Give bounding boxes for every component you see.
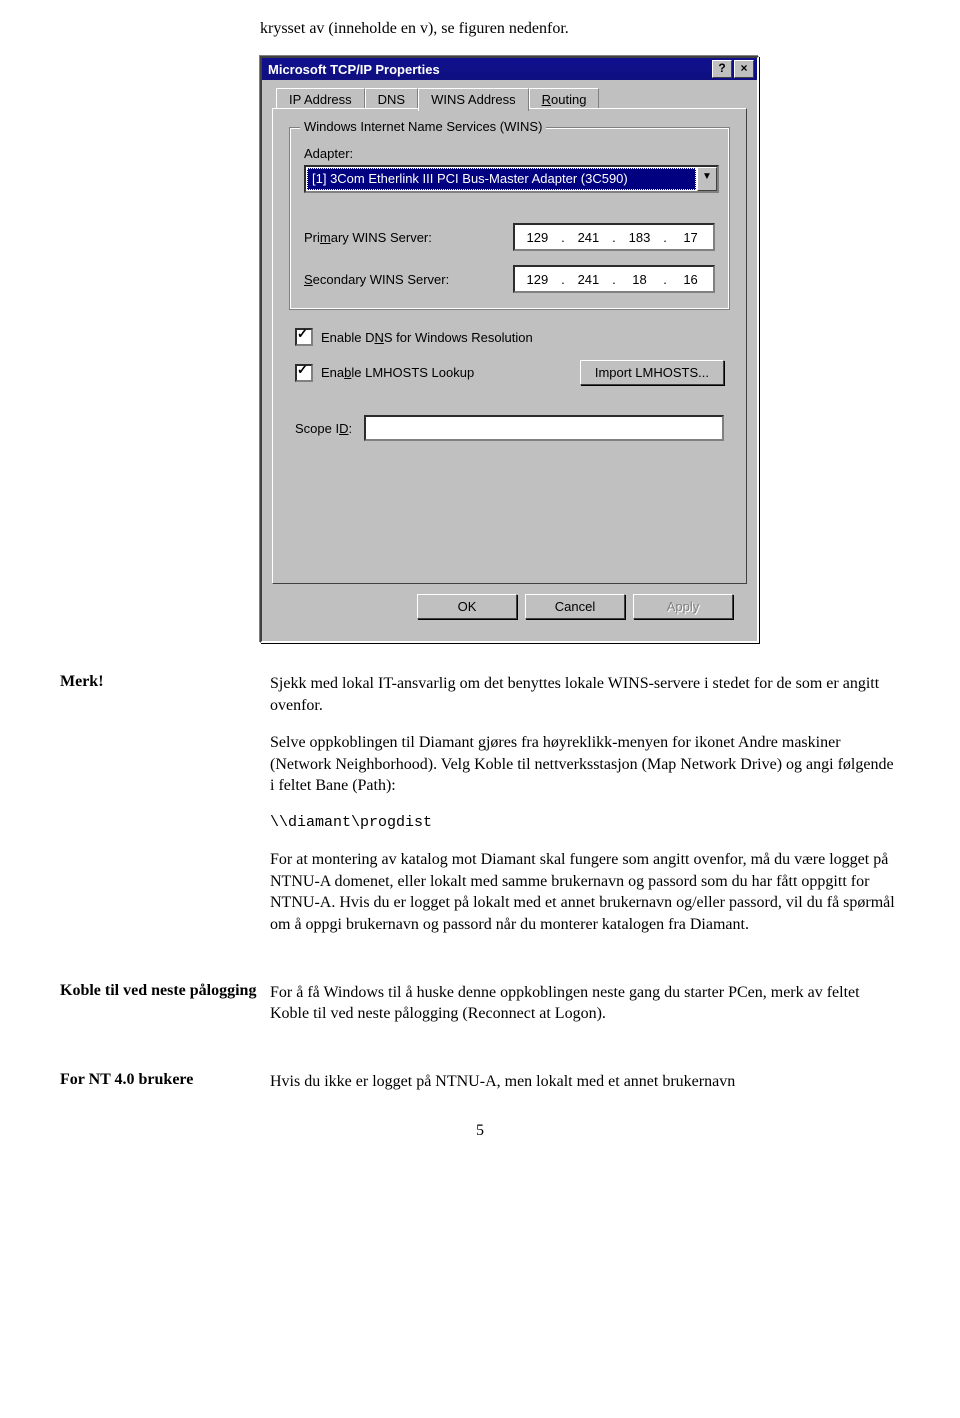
apply-button[interactable]: Apply [633,594,733,619]
intro-text: krysset av (inneholde en v), se figuren … [260,20,900,38]
enable-dns-checkbox[interactable] [295,328,313,346]
tab-ip-address[interactable]: IP Address [276,88,365,109]
ip-octet[interactable]: 129 [522,272,552,287]
enable-lmhosts-label: Enable LMHOSTS Lookup [321,365,474,380]
nt-heading: For NT 4.0 brukere [60,1071,270,1093]
adapter-label: Adapter: [304,146,715,161]
dialog-title: Microsoft TCP/IP Properties [265,62,710,77]
merk-path: \\diamant\progdist [270,813,900,833]
ip-octet[interactable]: 183 [624,230,654,245]
chevron-down-icon[interactable]: ▼ [697,167,717,191]
ip-octet[interactable]: 241 [573,230,603,245]
wins-groupbox: Windows Internet Name Services (WINS) Ad… [289,127,730,310]
ip-octet[interactable]: 17 [676,230,706,245]
koble-heading: Koble til ved neste pålogging [60,982,270,1041]
adapter-selected: [1] 3Com Etherlink III PCI Bus-Master Ad… [307,168,696,190]
import-lmhosts-button[interactable]: Import LMHOSTS... [580,360,724,385]
primary-wins-input[interactable]: 129. 241. 183. 17 [513,223,715,251]
page-number: 5 [60,1122,900,1140]
secondary-wins-label: Secondary WINS Server: [304,272,449,287]
close-icon[interactable]: × [734,60,754,78]
tcpip-properties-dialog: Microsoft TCP/IP Properties ? × IP Addre… [260,56,759,643]
nt-paragraph-1: Hvis du ikke er logget på NTNU-A, men lo… [270,1071,900,1093]
merk-heading: Merk! [60,673,270,952]
tabs: IP Address DNS WINS Address Routing [272,88,747,109]
tab-dns[interactable]: DNS [365,88,418,109]
ok-button[interactable]: OK [417,594,517,619]
help-icon[interactable]: ? [712,60,732,78]
enable-lmhosts-checkbox[interactable] [295,364,313,382]
scope-id-input[interactable] [364,415,724,441]
merk-paragraph-2: Selve oppkoblingen til Diamant gjøres fr… [270,732,900,797]
groupbox-legend: Windows Internet Name Services (WINS) [300,119,546,134]
ip-octet[interactable]: 18 [624,272,654,287]
koble-paragraph-1: For å få Windows til å huske denne oppko… [270,982,900,1025]
ip-octet[interactable]: 16 [676,272,706,287]
enable-dns-label: Enable DNS for Windows Resolution [321,330,533,345]
adapter-combo[interactable]: [1] 3Com Etherlink III PCI Bus-Master Ad… [304,165,719,193]
tab-page-wins: Windows Internet Name Services (WINS) Ad… [272,108,747,584]
cancel-button[interactable]: Cancel [525,594,625,619]
titlebar: Microsoft TCP/IP Properties ? × [262,58,757,80]
ip-octet[interactable]: 129 [522,230,552,245]
scope-id-label: Scope ID: [295,421,352,436]
merk-paragraph-3: For at montering av katalog mot Diamant … [270,849,900,935]
primary-wins-label: Primary WINS Server: [304,230,432,245]
merk-paragraph-1: Sjekk med lokal IT-ansvarlig om det beny… [270,673,900,716]
secondary-wins-input[interactable]: 129. 241. 18. 16 [513,265,715,293]
tab-routing[interactable]: Routing [529,88,600,109]
tab-wins-address[interactable]: WINS Address [418,88,529,111]
dialog-buttons: OK Cancel Apply [272,584,747,629]
ip-octet[interactable]: 241 [573,272,603,287]
